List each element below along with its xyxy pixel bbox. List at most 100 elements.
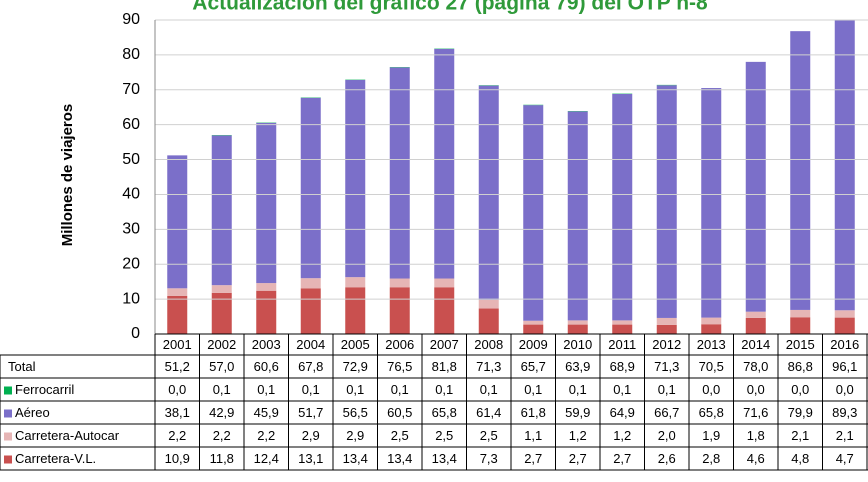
table-value: 2,9 — [302, 428, 320, 443]
table-value: 1,2 — [613, 428, 631, 443]
table-value: 1,1 — [524, 428, 542, 443]
table-value: 66,7 — [654, 405, 679, 420]
table-value: 71,6 — [743, 405, 768, 420]
bar-segment — [656, 85, 677, 318]
table-value: 67,8 — [298, 359, 323, 374]
table-value: 79,9 — [788, 405, 813, 420]
x-tick-label: 2012 — [652, 337, 681, 352]
x-tick-label: 2013 — [697, 337, 726, 352]
table-value: 0,0 — [702, 382, 720, 397]
table-value: 61,4 — [476, 405, 501, 420]
table-value: 60,6 — [254, 359, 279, 374]
table-value: 2,6 — [658, 451, 676, 466]
x-tick-label: 2009 — [519, 337, 548, 352]
table-value: 4,8 — [791, 451, 809, 466]
bar-segment — [478, 299, 499, 309]
table-value: 96,1 — [832, 359, 857, 374]
table-value: 2,2 — [257, 428, 275, 443]
legend-swatch — [4, 409, 12, 418]
table-value: 57,0 — [209, 359, 234, 374]
y-tick-label: 30 — [122, 221, 140, 238]
table-value: 2,5 — [435, 428, 453, 443]
table-value: 65,7 — [521, 359, 546, 374]
table-value: 7,3 — [480, 451, 498, 466]
bar-segment — [567, 324, 588, 334]
bar-segment — [656, 324, 677, 334]
table-value: 72,9 — [343, 359, 368, 374]
bar-segment — [434, 278, 455, 288]
table-value: 51,2 — [165, 359, 190, 374]
bar-segment — [211, 285, 232, 293]
table-value: 0,0 — [836, 382, 854, 397]
table-value: 68,9 — [610, 359, 635, 374]
bar-segment — [523, 324, 544, 334]
y-tick-label: 60 — [122, 116, 140, 133]
bar-segment — [523, 320, 544, 325]
bar-segment — [478, 85, 499, 300]
table-value: 1,9 — [702, 428, 720, 443]
legend-label: Ferrocarril — [15, 382, 74, 397]
y-tick-label: 50 — [122, 151, 140, 168]
bar-segment — [256, 283, 277, 291]
table-value: 13,4 — [343, 451, 368, 466]
x-tick-label: 2006 — [385, 337, 414, 352]
bar-segment — [745, 311, 766, 318]
table-value: 2,7 — [613, 451, 631, 466]
table-value: 2,5 — [391, 428, 409, 443]
table-value: 0,1 — [524, 382, 542, 397]
bar-segment — [478, 308, 499, 334]
bar-segment — [389, 278, 410, 288]
table-value: 12,4 — [254, 451, 279, 466]
bar-segment — [389, 67, 410, 279]
x-tick-label: 2008 — [474, 337, 503, 352]
bar-segment — [834, 310, 855, 318]
bar-segment — [167, 288, 188, 296]
table-value: 63,9 — [565, 359, 590, 374]
table-value: 38,1 — [165, 405, 190, 420]
table-value: 42,9 — [209, 405, 234, 420]
x-tick-label: 2002 — [207, 337, 236, 352]
table-value: 0,0 — [747, 382, 765, 397]
table-value: 0,1 — [213, 382, 231, 397]
table-value: 51,7 — [298, 405, 323, 420]
bar-segment — [790, 31, 811, 310]
table-value: 2,1 — [791, 428, 809, 443]
y-tick-label: 90 — [122, 11, 140, 28]
bar-segment — [790, 309, 811, 318]
table-value: 0,1 — [435, 382, 453, 397]
bar-segment — [745, 317, 766, 334]
bar-segment — [701, 88, 722, 318]
x-tick-label: 2014 — [741, 337, 770, 352]
table-value: 13,4 — [387, 451, 412, 466]
table-value: 64,9 — [610, 405, 635, 420]
legend-swatch — [4, 386, 12, 395]
y-tick-label: 20 — [122, 255, 140, 272]
y-axis-title: Millones de viajeros — [59, 104, 76, 247]
table-value: 76,5 — [387, 359, 412, 374]
x-tick-label: 2005 — [341, 337, 370, 352]
table-value: 4,7 — [836, 451, 854, 466]
y-tick-label: 80 — [122, 46, 140, 63]
bar-segment — [834, 317, 855, 334]
table-value: 45,9 — [254, 405, 279, 420]
table-value: 0,0 — [791, 382, 809, 397]
x-tick-label: 2003 — [252, 337, 281, 352]
table-value: 65,8 — [699, 405, 724, 420]
legend-label: Aéreo — [15, 405, 50, 420]
bar-segment — [345, 277, 366, 288]
bar-segment — [834, 20, 855, 311]
table-value: 65,8 — [432, 405, 457, 420]
bar-segment — [745, 61, 766, 312]
bar-segment — [256, 122, 277, 284]
table-value: 81,8 — [432, 359, 457, 374]
table-value: 61,8 — [521, 405, 546, 420]
bar-segment — [790, 317, 811, 334]
bar-segment — [300, 278, 321, 289]
table-value: 0,1 — [569, 382, 587, 397]
table-value: 0,0 — [168, 382, 186, 397]
table-value: 0,1 — [346, 382, 364, 397]
table-value: 13,1 — [298, 451, 323, 466]
table-value: 0,1 — [391, 382, 409, 397]
table-value: 2,2 — [168, 428, 186, 443]
